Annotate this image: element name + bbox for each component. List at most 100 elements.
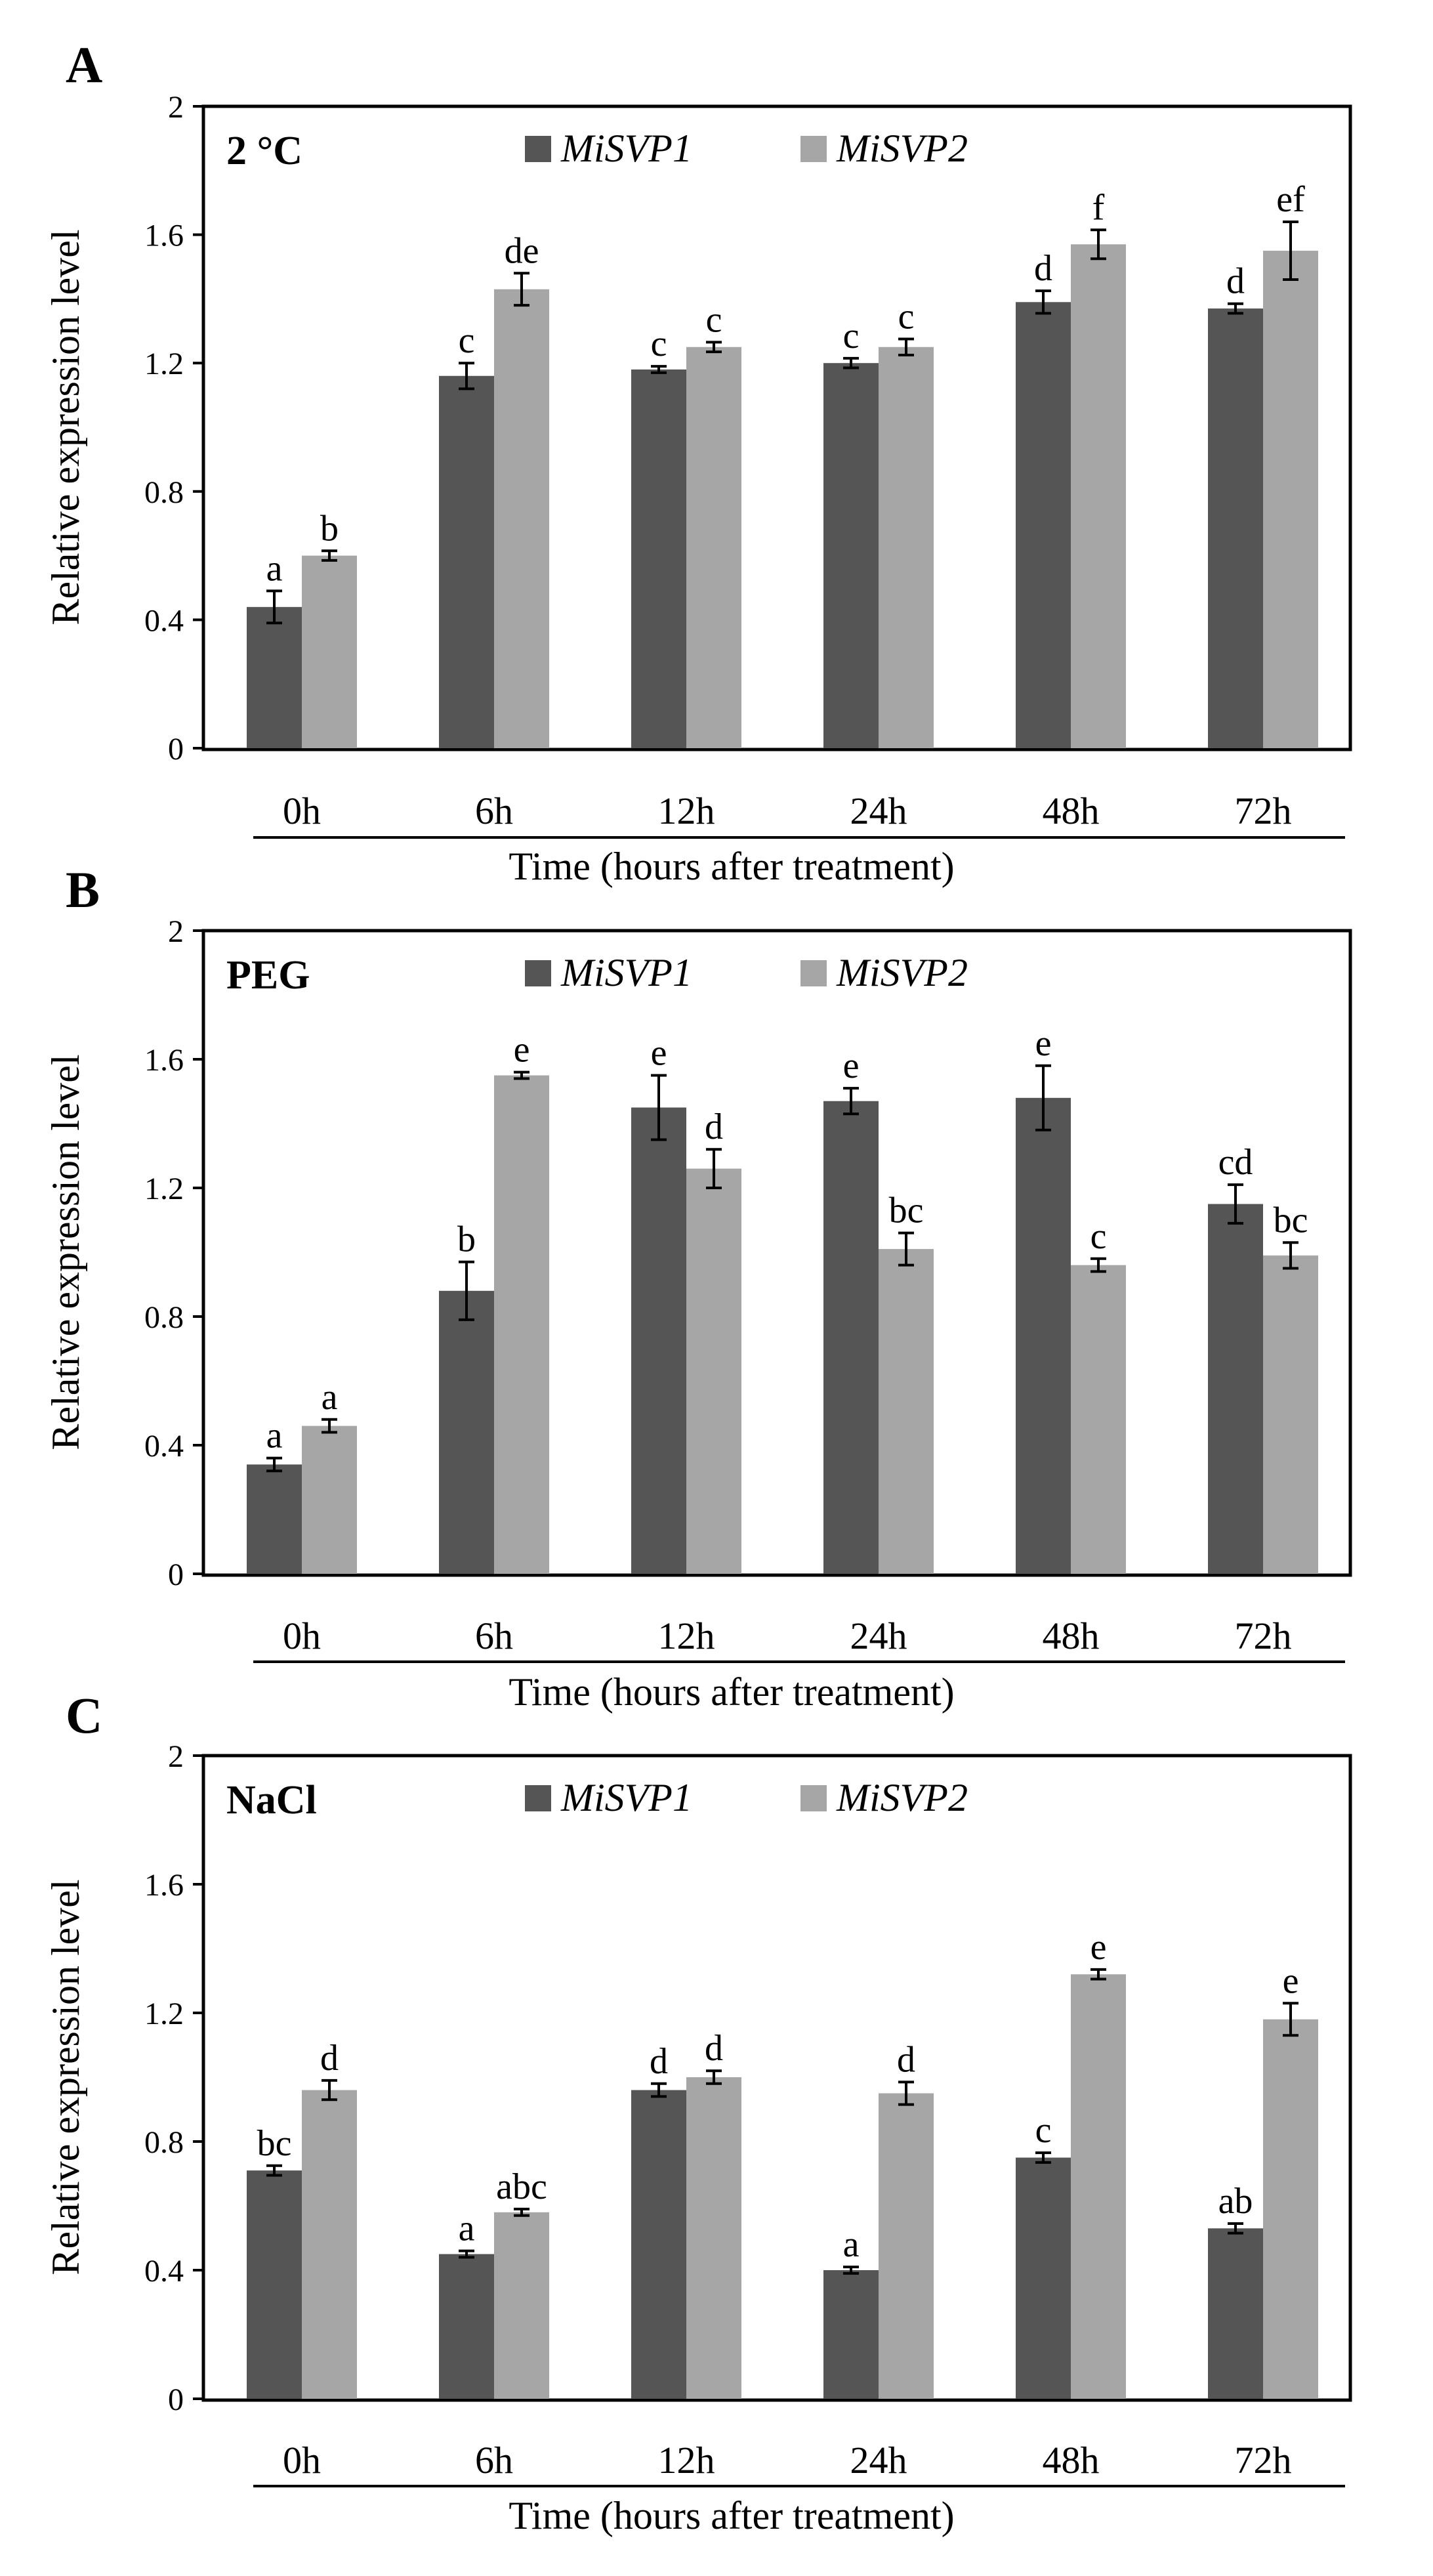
bar <box>1071 244 1126 748</box>
significance-label: d <box>320 2038 339 2079</box>
legend-label-1: MiSVP1 <box>560 951 692 994</box>
bar <box>302 2090 357 2399</box>
bar <box>879 347 934 748</box>
significance-label: c <box>459 320 475 361</box>
significance-label: d <box>705 1107 723 1147</box>
significance-label: bc <box>257 2123 292 2164</box>
bar <box>823 363 879 748</box>
bar <box>1263 2019 1318 2399</box>
significance-label: a <box>266 1416 283 1456</box>
significance-label: cd <box>1218 1142 1253 1183</box>
x-axis-title: Time (hours after treatment) <box>509 2494 954 2537</box>
significance-label: d <box>650 2041 668 2082</box>
bar <box>686 347 741 748</box>
y-tick-label: 2 <box>168 1739 184 1774</box>
significance-label: e <box>1283 1960 1299 2001</box>
significance-label: d <box>705 2028 723 2069</box>
x-tick-label: 6h <box>475 790 513 832</box>
significance-label: a <box>266 548 283 589</box>
bar <box>302 1425 357 1574</box>
significance-label: f <box>1092 187 1105 228</box>
y-tick-label: 0 <box>168 2382 184 2417</box>
x-tick-label: 6h <box>475 1615 513 1657</box>
bar <box>1263 1255 1318 1574</box>
significance-label: e <box>1090 1927 1107 1968</box>
significance-label: b <box>320 508 339 549</box>
bar <box>1016 1097 1071 1574</box>
y-axis-title: Relative expression level <box>44 229 87 625</box>
legend-swatch-2 <box>800 1785 827 1811</box>
bar <box>823 2270 879 2399</box>
legend-label-2: MiSVP2 <box>836 1776 968 1819</box>
significance-label: e <box>651 1033 667 1074</box>
chart-panel-a: A 0 0.4 0.8 1.2 1.6 2 Relative expression level… <box>44 36 1352 888</box>
bar <box>1263 251 1318 748</box>
x-tick-label: 0h <box>283 2439 321 2481</box>
significance-label: abc <box>496 2166 547 2207</box>
bar <box>1208 2228 1263 2399</box>
bar <box>1016 2157 1071 2399</box>
y-tick-label: 0.4 <box>144 1429 184 1464</box>
bar <box>1071 1974 1126 2399</box>
significance-label: ef <box>1276 179 1305 220</box>
significance-label: a <box>843 2224 860 2265</box>
significance-label: bc <box>889 1191 924 1231</box>
bar <box>879 2093 934 2399</box>
significance-label: e <box>843 1045 860 1086</box>
bar <box>439 375 494 748</box>
bar <box>439 2254 494 2399</box>
bar <box>686 2077 741 2399</box>
bar <box>823 1101 879 1574</box>
x-tick-label: 24h <box>850 1615 907 1657</box>
bar <box>247 2170 302 2399</box>
panel-label: C <box>66 1687 102 1744</box>
panel-label: A <box>66 36 102 93</box>
y-tick-label: 2 <box>168 90 184 125</box>
legend-swatch-1 <box>525 1785 551 1811</box>
bar <box>439 1290 494 1574</box>
bar <box>1016 302 1071 748</box>
significance-label: c <box>898 297 915 337</box>
significance-label: c <box>1035 2110 1052 2151</box>
x-axis-title: Time (hours after treatment) <box>509 845 954 888</box>
significance-label: ab <box>1218 2181 1253 2222</box>
x-tick-label: 6h <box>475 2439 513 2481</box>
y-axis-title: Relative expression level <box>44 1054 87 1450</box>
y-tick-label: 1.6 <box>144 219 184 253</box>
y-tick-label: 0 <box>168 732 184 767</box>
y-tick-label: 1.2 <box>144 347 184 381</box>
chart-title: PEG <box>226 953 310 998</box>
x-tick-label: 12h <box>658 790 715 832</box>
legend-label-1: MiSVP1 <box>560 127 692 170</box>
significance-label: de <box>505 230 539 271</box>
plot-frame <box>201 929 1352 1577</box>
bar <box>1208 1204 1263 1574</box>
y-tick-label: 0.4 <box>144 603 184 638</box>
legend-swatch-1 <box>525 960 551 986</box>
x-tick-label: 0h <box>283 790 321 832</box>
significance-label: d <box>1226 261 1245 302</box>
legend-swatch-2 <box>800 960 827 986</box>
x-tick-label: 72h <box>1235 790 1292 832</box>
y-tick-label: 0.8 <box>144 475 184 510</box>
y-tick-label: 0.4 <box>144 2254 184 2289</box>
x-tick-label: 0h <box>283 1615 321 1657</box>
legend-swatch-1 <box>525 136 551 162</box>
x-axis-title: Time (hours after treatment) <box>509 1670 954 1714</box>
y-tick-label: 0 <box>168 1557 184 1592</box>
bar <box>494 1075 549 1574</box>
bar <box>1071 1265 1126 1574</box>
x-tick-label: 48h <box>1043 2439 1100 2481</box>
plot-frame <box>201 1754 1352 2402</box>
y-tick-label: 0.8 <box>144 2125 184 2160</box>
x-tick-label: 24h <box>850 790 907 832</box>
y-tick-label: 1.2 <box>144 1996 184 2031</box>
significance-label: c <box>706 299 722 340</box>
significance-label: d <box>897 2039 915 2080</box>
x-tick-label: 72h <box>1235 1615 1292 1657</box>
bar <box>247 1464 302 1574</box>
x-tick-label: 48h <box>1043 1615 1100 1657</box>
significance-label: d <box>1034 248 1052 289</box>
significance-label: a <box>322 1377 338 1418</box>
x-tick-label: 12h <box>658 2439 715 2481</box>
